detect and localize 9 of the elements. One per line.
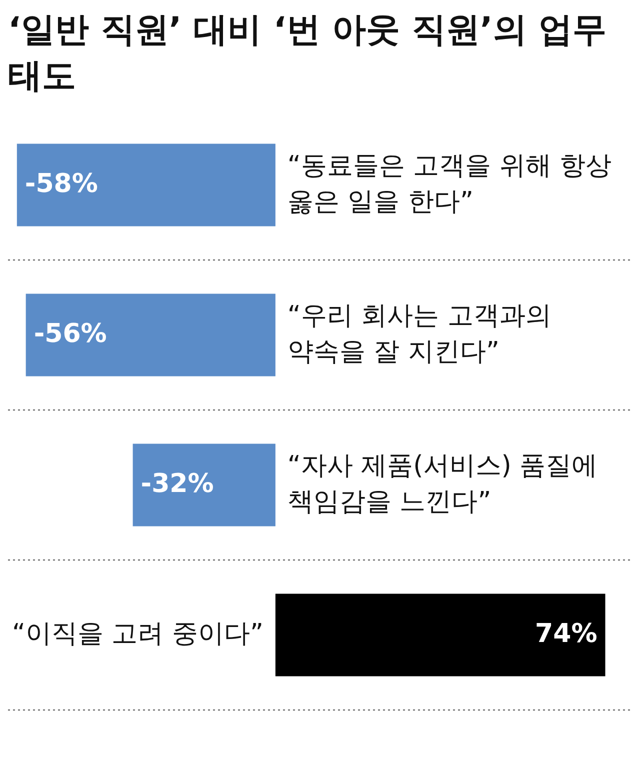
data-label: -58% <box>24 168 98 199</box>
data-label: 74% <box>535 618 598 649</box>
y-tick-label: “자사 제품(서비스) 품질에 책임감을 느낀다” <box>287 450 598 517</box>
y-tick-label: “우리 회사는 고객과의 약속을 잘 지킨다” <box>287 300 552 367</box>
data-label: -32% <box>140 468 214 499</box>
y-tick-label: “이직을 고려 중이다” <box>12 618 264 649</box>
data-label: -56% <box>34 318 107 349</box>
y-tick-label: “동료들은 고객을 위해 항상 옳은 일을 한다” <box>287 150 612 217</box>
chart-title: ‘일반 직원’ 대비 ‘번 아웃 직원’의 업무 태도 <box>8 9 608 98</box>
